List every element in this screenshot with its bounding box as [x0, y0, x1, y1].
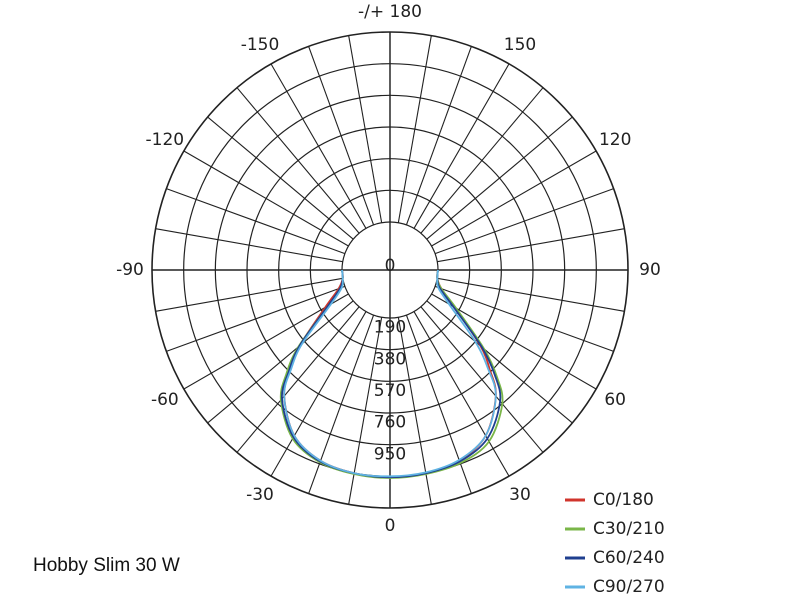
legend-label: C60/240	[593, 548, 665, 568]
angle-label: -/+ 180	[358, 2, 422, 22]
angle-label: -90	[116, 260, 144, 280]
radial-tick-label: 570	[374, 381, 406, 401]
grid-spoke	[437, 277, 625, 312]
polar-grid	[151, 31, 629, 509]
legend: C0/180 C30/210 C60/240 C90/270	[565, 490, 665, 597]
grid-spoke	[166, 285, 346, 352]
angle-label: 60	[604, 390, 626, 410]
grid-spoke	[166, 188, 346, 255]
angle-label: -150	[241, 35, 280, 55]
grid-spoke	[420, 87, 544, 234]
grid-spoke	[431, 293, 597, 390]
radial-tick-label: 190	[374, 318, 406, 338]
legend-label: C90/270	[593, 577, 665, 597]
grid-spoke	[155, 277, 343, 312]
grid-spoke	[413, 63, 510, 229]
grid-spoke	[236, 306, 360, 453]
grid-spoke	[405, 314, 472, 494]
radial-tick-label: 380	[374, 349, 406, 369]
grid-spoke	[405, 46, 472, 226]
series-line-c90-270	[283, 269, 497, 478]
angle-label: 0	[385, 516, 396, 536]
grid-spoke	[155, 228, 343, 263]
angle-label: 150	[504, 35, 536, 55]
angle-label: -120	[146, 130, 185, 150]
angle-label: 30	[509, 485, 531, 505]
grid-spoke	[270, 63, 367, 229]
grid-spoke	[308, 314, 375, 494]
grid-spoke	[420, 306, 544, 453]
grid-spoke	[207, 116, 354, 240]
product-caption: Hobby Slim 30 W	[33, 555, 180, 576]
grid-spoke	[308, 46, 375, 226]
grid-spoke	[183, 293, 349, 390]
grid-spoke	[207, 300, 354, 424]
radial-tick-label: 0	[385, 256, 396, 276]
angle-label: 90	[639, 260, 661, 280]
radial-tick-label: 760	[374, 413, 406, 433]
legend-label: C0/180	[593, 490, 654, 510]
radial-tick-label: 950	[374, 444, 406, 464]
radial-labels: 0 190 380 570 760 950	[374, 256, 406, 464]
grid-spoke	[431, 150, 597, 247]
grid-spoke	[413, 311, 510, 477]
grid-spoke	[426, 300, 573, 424]
grid-spoke	[397, 35, 432, 223]
grid-spoke	[183, 150, 349, 247]
grid-spoke	[437, 228, 625, 263]
angle-label: 120	[599, 130, 631, 150]
series-layer	[279, 269, 504, 479]
grid-spoke	[270, 311, 367, 477]
grid-spoke	[426, 116, 573, 240]
grid-spoke	[434, 285, 614, 352]
grid-spoke	[434, 188, 614, 255]
grid-spoke	[348, 35, 383, 223]
grid-spoke	[236, 87, 360, 234]
angle-label: -60	[151, 390, 179, 410]
angle-labels: -/+ 180 150 -150 120 -120 90 -90 60 -60 30 -30 0	[116, 2, 661, 536]
legend-label: C30/210	[593, 519, 665, 539]
angle-label: -30	[246, 485, 274, 505]
